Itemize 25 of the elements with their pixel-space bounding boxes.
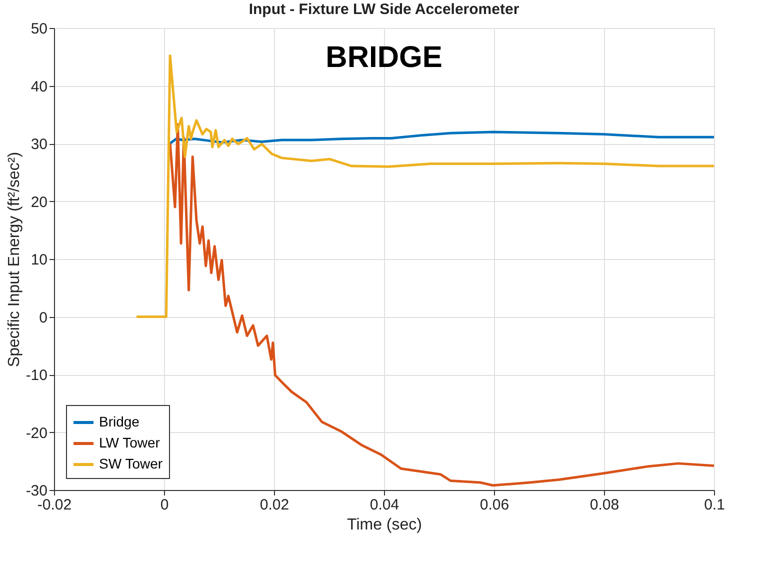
legend-label: LW Tower	[99, 434, 160, 450]
y-tick-label: 10	[30, 252, 48, 268]
line-series	[168, 130, 716, 145]
x-tick-label: 0.06	[480, 496, 510, 514]
legend-label: Bridge	[99, 414, 140, 430]
x-tick-label: 0.02	[260, 496, 290, 514]
y-tick-label: 0	[39, 309, 48, 326]
y-tick-label: 30	[30, 136, 48, 153]
y-tick-label: -30	[26, 482, 48, 500]
y-tick-label: 50	[30, 20, 48, 38]
y-axis-title: Specific Input Energy (ft²/sec²)	[6, 152, 23, 368]
y-tick-label: -20	[26, 424, 48, 442]
y-tick-label: 20	[30, 194, 48, 211]
annotation: BRIDGE	[326, 41, 442, 74]
line-series	[168, 123, 716, 487]
y-tick-label: 40	[30, 78, 48, 96]
x-tick-label: 0.08	[590, 496, 620, 514]
x-tick-label: 0.1	[704, 496, 725, 514]
x-tick-label: 0	[160, 496, 169, 514]
y-tick-label: -10	[26, 367, 48, 384]
legend-label: SW Tower	[99, 456, 163, 472]
chart-title: Input - Fixture LW Side Accelerometer	[248, 1, 520, 18]
x-tick-label: 0.04	[370, 496, 400, 514]
x-tick-label: -0.02	[37, 496, 72, 514]
x-axis-title: Time (sec)	[347, 516, 422, 534]
